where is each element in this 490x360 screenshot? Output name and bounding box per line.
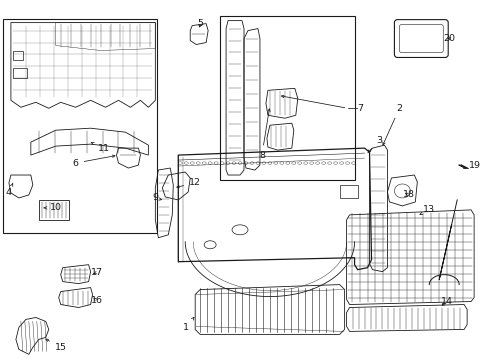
Text: 18: 18 xyxy=(403,190,416,199)
Bar xyxy=(340,185,358,198)
Bar xyxy=(220,15,355,180)
Bar xyxy=(3,19,157,233)
Bar xyxy=(39,200,69,220)
Text: 13: 13 xyxy=(420,206,435,215)
Text: 19: 19 xyxy=(469,161,481,170)
Text: 10: 10 xyxy=(44,203,62,212)
Text: 16: 16 xyxy=(91,296,102,305)
Text: 7: 7 xyxy=(358,104,364,113)
Text: 20: 20 xyxy=(443,34,455,43)
Text: 15: 15 xyxy=(46,339,67,352)
Text: 4: 4 xyxy=(6,183,13,197)
Bar xyxy=(13,50,23,60)
Text: 2: 2 xyxy=(383,104,402,145)
Text: 12: 12 xyxy=(177,179,201,188)
Text: 17: 17 xyxy=(91,268,102,277)
Text: 3: 3 xyxy=(368,136,383,152)
Bar xyxy=(13,68,27,78)
Text: 11: 11 xyxy=(91,143,110,153)
Text: 8: 8 xyxy=(259,109,270,159)
Text: 1: 1 xyxy=(183,318,194,332)
Text: 6: 6 xyxy=(73,155,115,167)
Text: 9: 9 xyxy=(152,193,162,202)
Text: 14: 14 xyxy=(441,297,453,306)
Text: 5: 5 xyxy=(197,19,203,28)
